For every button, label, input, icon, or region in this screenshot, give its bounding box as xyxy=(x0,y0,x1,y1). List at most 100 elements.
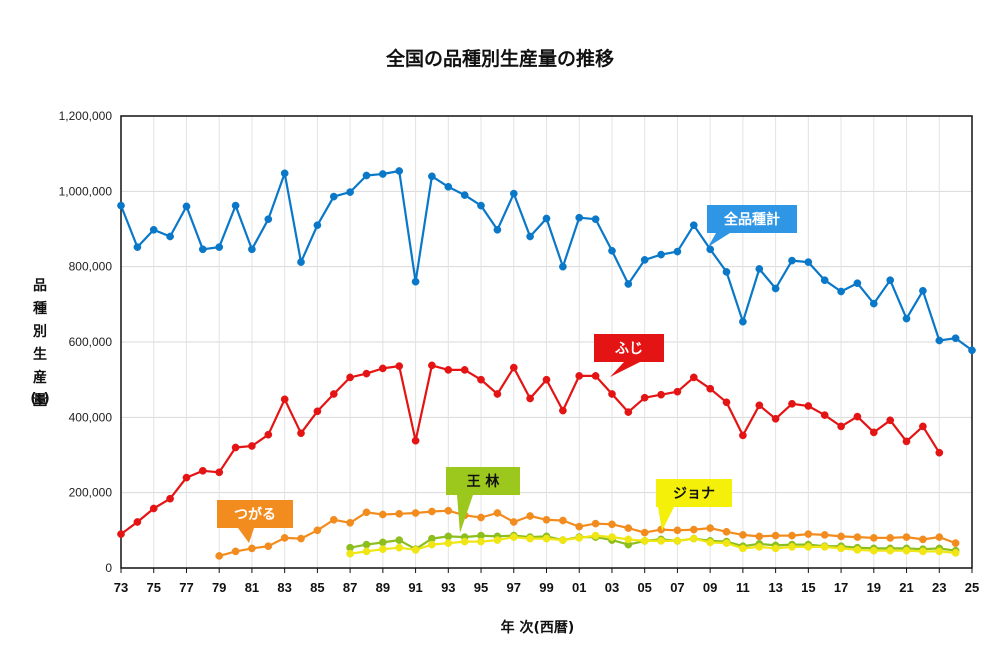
data-point xyxy=(575,522,584,531)
series-callout-label: つがる xyxy=(234,506,276,523)
data-point xyxy=(198,466,207,475)
data-point xyxy=(804,530,813,538)
data-point xyxy=(739,531,747,539)
data-point xyxy=(329,192,338,201)
data-point xyxy=(297,429,305,438)
data-point xyxy=(346,549,354,558)
data-point xyxy=(542,534,551,543)
data-point xyxy=(575,534,584,542)
data-point xyxy=(640,528,649,537)
data-point xyxy=(428,172,436,181)
series-callout-label: 全品種計 xyxy=(723,211,780,228)
data-point xyxy=(968,346,976,355)
data-point xyxy=(280,534,289,542)
data-point xyxy=(362,508,371,517)
data-point xyxy=(526,512,534,520)
y-axis-unit: (t) xyxy=(30,391,50,407)
data-point xyxy=(689,525,698,534)
data-point xyxy=(329,390,338,398)
data-point xyxy=(771,284,780,293)
data-point xyxy=(853,546,862,554)
x-tick-label: 13 xyxy=(768,580,782,595)
callout-pointer xyxy=(457,495,473,533)
data-point xyxy=(902,314,911,323)
data-point xyxy=(640,537,649,545)
data-point xyxy=(869,299,878,308)
data-point xyxy=(378,510,387,519)
data-point xyxy=(231,443,240,452)
y-tick-label: 600,000 xyxy=(69,335,113,349)
data-point xyxy=(902,546,911,555)
data-point xyxy=(411,509,420,517)
data-point xyxy=(460,537,469,546)
data-point xyxy=(689,221,698,230)
data-point xyxy=(624,524,633,532)
data-point xyxy=(869,534,878,542)
data-point xyxy=(902,533,911,541)
data-point xyxy=(722,527,731,536)
data-point xyxy=(771,414,780,423)
data-point xyxy=(886,534,895,542)
data-point xyxy=(657,537,665,545)
data-point xyxy=(346,518,354,527)
data-point xyxy=(428,507,436,516)
data-point xyxy=(673,537,682,545)
data-point xyxy=(477,537,485,546)
data-point xyxy=(215,552,224,560)
series-callout-label: 王 林 xyxy=(467,473,500,490)
chart-title: 全国の品種別生産量の推移 xyxy=(385,48,614,70)
data-point xyxy=(460,366,469,374)
data-point xyxy=(804,402,813,410)
data-point xyxy=(133,518,142,526)
series-callout-label: ジョナ xyxy=(673,486,715,502)
data-point xyxy=(231,201,240,210)
x-tick-label: 81 xyxy=(245,580,259,595)
data-point xyxy=(313,221,322,230)
data-point xyxy=(722,539,731,547)
callout-pointer xyxy=(658,507,674,531)
data-point xyxy=(395,362,404,370)
x-tick-label: 73 xyxy=(114,580,128,595)
data-point xyxy=(526,394,534,403)
data-point xyxy=(575,213,584,222)
data-point xyxy=(493,536,502,544)
series-line xyxy=(218,509,956,557)
data-point xyxy=(509,363,518,372)
data-point xyxy=(804,543,813,551)
data-point xyxy=(919,535,927,544)
data-point xyxy=(608,390,616,398)
y-tick-label: 1,000,000 xyxy=(59,184,113,198)
data-point xyxy=(362,547,371,556)
data-point xyxy=(460,191,469,199)
data-point xyxy=(428,540,436,549)
data-point xyxy=(902,437,911,446)
data-point xyxy=(837,544,845,553)
data-point xyxy=(378,545,387,554)
x-tick-label: 89 xyxy=(376,580,390,595)
data-point xyxy=(755,401,764,410)
data-point xyxy=(624,535,633,544)
data-point xyxy=(919,547,927,556)
data-point xyxy=(820,276,829,285)
data-point xyxy=(591,531,600,540)
data-point xyxy=(640,256,649,264)
data-point xyxy=(853,533,862,541)
data-point xyxy=(346,373,354,382)
data-point xyxy=(444,532,453,541)
data-point xyxy=(559,536,567,544)
data-point xyxy=(280,169,289,178)
data-point xyxy=(117,201,125,210)
data-point xyxy=(182,202,191,211)
data-point xyxy=(755,265,764,273)
data-point xyxy=(788,543,796,551)
data-point xyxy=(886,546,895,555)
data-point xyxy=(166,232,174,241)
x-tick-label: 93 xyxy=(441,580,455,595)
callout-box xyxy=(217,500,293,528)
data-point xyxy=(706,384,715,393)
data-point xyxy=(215,243,224,251)
data-point xyxy=(313,526,322,535)
data-point xyxy=(444,366,453,374)
data-point xyxy=(591,215,600,224)
data-point xyxy=(706,538,715,547)
